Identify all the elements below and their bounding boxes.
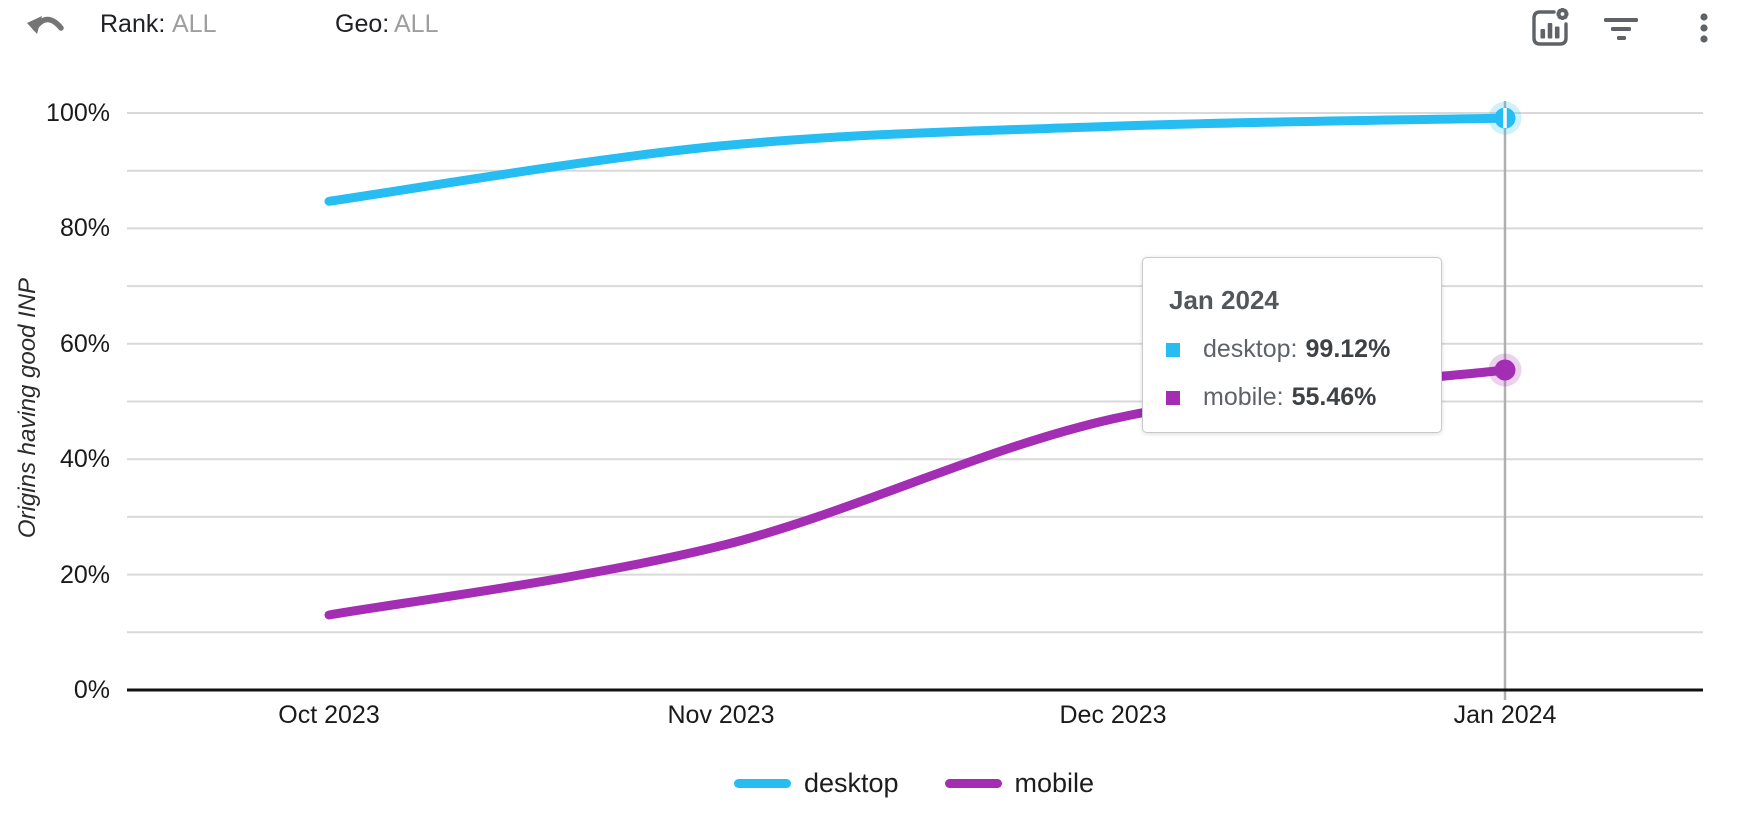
chart-tooltip: Jan 2024 desktop: 99.12% mobile: 55.46% — [1142, 257, 1442, 433]
y-axis-tick-label: 0% — [73, 676, 110, 704]
y-axis-tick-label: 40% — [59, 445, 110, 474]
x-axis-tick-label: Oct 2023 — [278, 701, 380, 729]
rank-filter-label: Rank: — [100, 10, 166, 38]
undo-arrow-icon — [27, 16, 64, 34]
toolbar: Rank: ALL Geo: ALL — [0, 0, 1752, 56]
rank-filter-value[interactable]: ALL — [172, 10, 217, 38]
filter-button[interactable] — [1604, 17, 1640, 41]
y-axis-title: Origins having good INP — [14, 277, 41, 539]
x-axis-tick-label: Dec 2023 — [1059, 701, 1167, 729]
more-vertical-icon — [1700, 13, 1708, 43]
x-axis-tick-label: Jan 2024 — [1453, 701, 1557, 729]
tooltip-row-desktop: desktop: 99.12% — [1166, 335, 1441, 364]
y-axis-tick-label: 100% — [46, 99, 110, 127]
geo-filter-label: Geo: — [335, 10, 390, 38]
legend-label: mobile — [1014, 768, 1095, 798]
tooltip-title: Jan 2024 — [1169, 285, 1279, 315]
geo-filter-value[interactable]: ALL — [394, 10, 439, 38]
y-axis-tick-label: 20% — [59, 560, 110, 589]
tooltip-series-value: 55.46% — [1291, 383, 1377, 411]
gear-glyph — [1556, 8, 1569, 20]
desktop-line-swatch-icon — [733, 779, 791, 788]
tooltip-row-mobile: mobile: 55.46% — [1166, 383, 1441, 412]
chart-settings-icon — [1532, 8, 1569, 46]
x-axis-tick-label: Nov 2023 — [667, 701, 775, 729]
filter-list-icon — [1604, 18, 1638, 40]
tooltip-series-value: 99.12% — [1305, 335, 1391, 363]
y-axis-tick-label: 60% — [59, 329, 110, 358]
legend-item-desktop: desktop — [733, 768, 899, 799]
legend-item-mobile: mobile — [944, 768, 1095, 799]
selected-point-mobile[interactable] — [1494, 359, 1516, 381]
y-axis-tick-label: 80% — [59, 214, 110, 243]
tooltip-series-name: desktop: — [1203, 335, 1298, 363]
more-options-button[interactable] — [1698, 12, 1710, 44]
mobile-line-swatch-icon — [944, 779, 1002, 788]
legend-label: desktop — [803, 768, 899, 798]
tooltip-series-name: mobile: — [1203, 383, 1284, 411]
desktop-series-swatch-icon — [1166, 342, 1180, 357]
mobile-series-swatch-icon — [1166, 390, 1180, 405]
series-line-desktop[interactable] — [324, 113, 1510, 206]
chart-legend: desktop mobile — [125, 768, 1703, 799]
undo-button[interactable] — [26, 13, 68, 39]
chart-settings-button[interactable] — [1528, 6, 1570, 48]
